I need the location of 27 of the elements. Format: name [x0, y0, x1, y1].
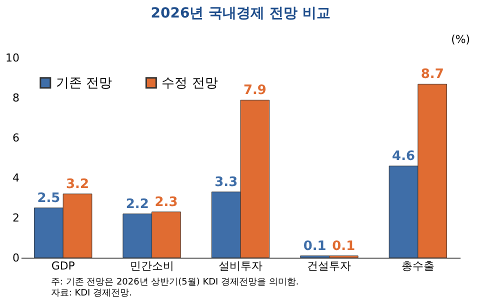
x-tick-label: 건설투자 — [307, 259, 352, 272]
y-tick-label: 10 — [5, 52, 20, 65]
y-tick-label: 2 — [12, 211, 20, 224]
data-label: 2.2 — [126, 196, 149, 212]
data-label: 0.1 — [303, 238, 326, 254]
data-label: 8.7 — [420, 67, 444, 82]
chart-title: 2026년 국내경제 전망 비교 — [150, 5, 330, 22]
y-tick-label: 4 — [12, 171, 20, 184]
x-tick-label: 민간소비 — [130, 259, 174, 272]
text: 자료: KDI 경제전망. — [50, 288, 132, 299]
y-axis-title: (%) — [451, 33, 470, 46]
y-tick-label: 6 — [12, 132, 20, 145]
text: 주: 기존 전망은 2026년 상반기(5월) KDI 경제전망을 의미함. — [50, 278, 299, 288]
y-tick-label: 8 — [12, 92, 20, 105]
data-label: 0.1 — [332, 238, 356, 254]
legend-label: 기존 전망 — [56, 76, 112, 91]
data-label: 3.2 — [66, 176, 90, 192]
y-tick-label: 0 — [12, 251, 20, 264]
data-label: 2.5 — [37, 190, 60, 206]
x-tick-label: GDP — [51, 259, 76, 272]
data-label: 7.9 — [243, 83, 266, 98]
x-tick-label: 설비투자 — [218, 259, 263, 272]
data-label: 2.3 — [154, 194, 178, 210]
x-tick-label: 총수출 — [401, 259, 434, 272]
data-label: 3.3 — [214, 174, 238, 190]
legend-label: 수정 전망 — [162, 76, 218, 91]
data-label: 4.6 — [392, 148, 416, 164]
